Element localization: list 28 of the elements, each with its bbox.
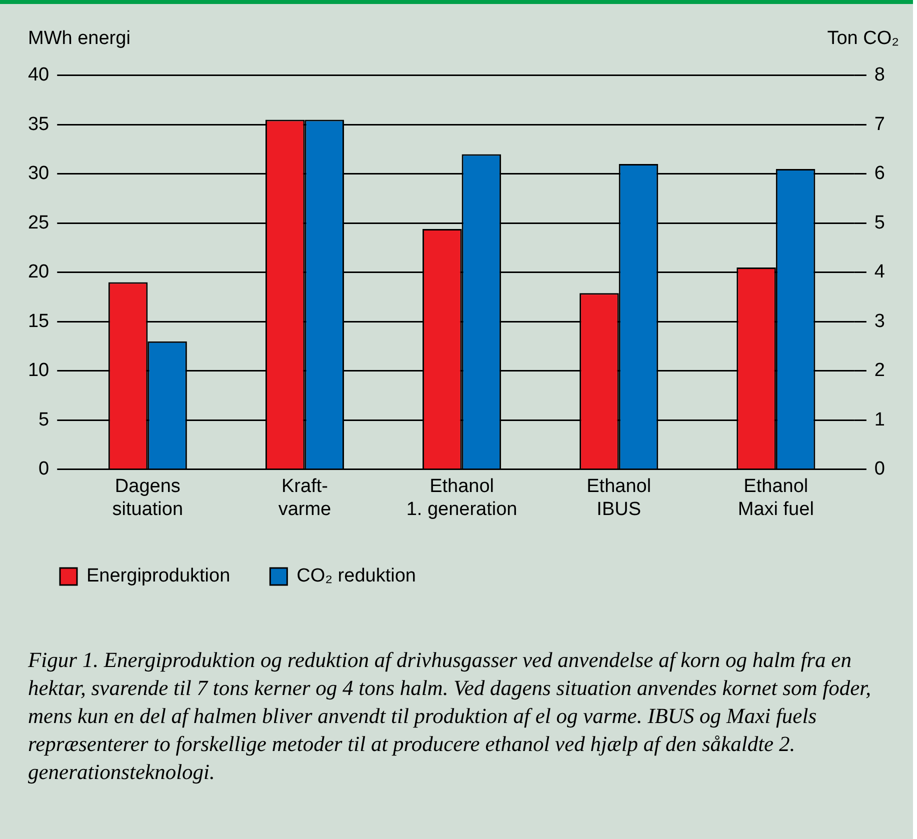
x-tick-label: Dagens situation (112, 476, 184, 520)
y2-tick-label: 1 (874, 409, 886, 430)
y-axis-title: MWh energi (28, 28, 130, 50)
y-tick-label: 30 (28, 163, 50, 184)
y2-tick-label: 6 (874, 163, 886, 184)
y-tick-label: 15 (28, 310, 50, 332)
y2-tick-label: 7 (874, 114, 886, 135)
y2-tick-label: 4 (874, 262, 886, 283)
y-tick-label: 40 (28, 64, 50, 86)
legend-label: Energiproduktion (86, 566, 230, 587)
y2-axis-title: Ton CO₂ (827, 28, 899, 50)
y2-tick-label: 3 (874, 310, 886, 332)
y-tick-label: 25 (28, 212, 50, 234)
y2-tick-label: 2 (874, 360, 886, 382)
y2-tick-label: 5 (874, 212, 886, 234)
x-tick-label: Ethanol Maxi fuel (738, 476, 814, 520)
y-tick-label: 35 (28, 114, 50, 135)
x-tick-label: Ethanol IBUS (586, 476, 652, 520)
x-tick-label: Ethanol 1. generation (406, 476, 518, 520)
y-tick-label: 5 (38, 409, 50, 430)
text: Figur 1. Energiproduktion og reduktion af drivhusgasser ved anvendelse af korn og halm fra en hektar, svarende til 7 tons kerner og 4 tons halm. Ved dagens situation anvendes kornet som foder, mens kun en del af halmen bliver anvendt til produktion af el og varme. IBUS og Maxi fuels repræsenterer to forskellige metoder til at producere ethanol ved hjælp af den såkaldte 2. generationsteknologi. (28, 647, 872, 786)
legend-label: CO₂ reduktion (296, 566, 416, 587)
x-tick-label: Kraft- varme (278, 476, 332, 520)
y-tick-label: 20 (28, 262, 50, 283)
y2-tick-label: 0 (874, 458, 886, 480)
y-tick-label: 10 (28, 360, 50, 382)
y-tick-label: 0 (38, 458, 50, 480)
y2-tick-label: 8 (874, 64, 886, 86)
